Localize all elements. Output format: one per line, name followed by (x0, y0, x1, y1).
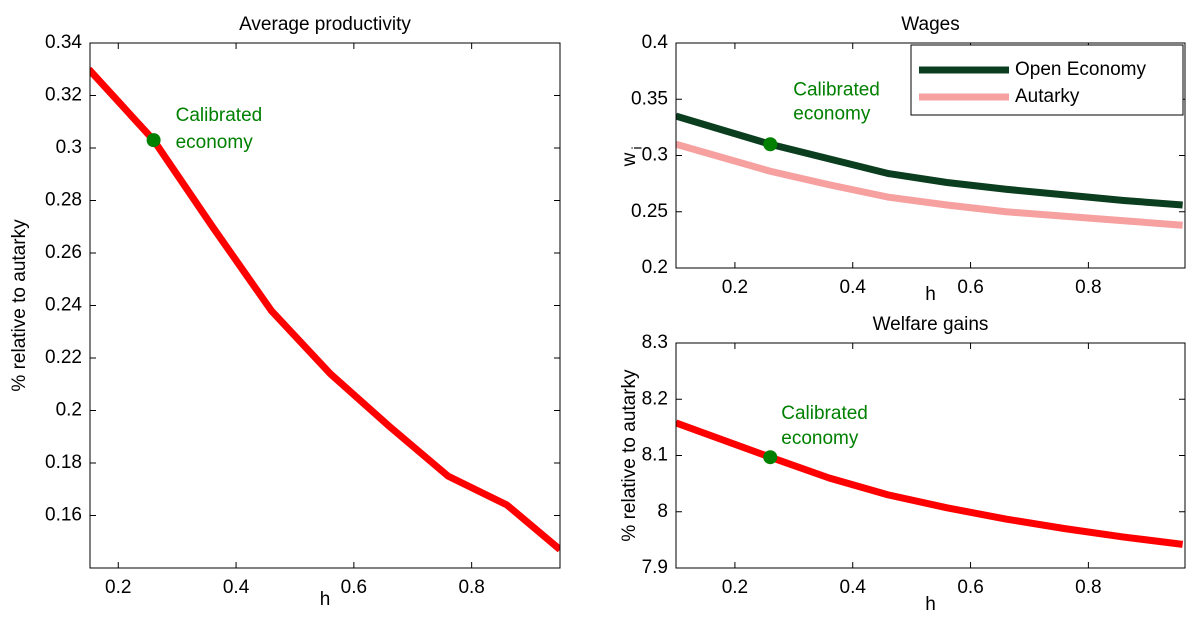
chart-title: Welfare gains (873, 314, 989, 335)
y-tick-label: 8.1 (642, 445, 668, 466)
y-tick-label: 0.3 (56, 137, 82, 158)
y-tick-label: 0.16 (45, 505, 82, 526)
x-tick-label: 0.2 (105, 577, 131, 598)
x-axis-label: h (320, 589, 331, 610)
y-tick-label: 0.32 (45, 85, 82, 106)
y-axis-label: wi (619, 146, 645, 167)
y-tick-label: 0.4 (642, 32, 669, 53)
highlight-point (763, 137, 778, 152)
x-tick-label: 0.8 (1075, 577, 1101, 598)
y-tick-label: 0.34 (45, 32, 82, 53)
highlight-point (146, 133, 161, 148)
x-axis-label: h (925, 284, 936, 305)
highlight-label: economy (176, 132, 254, 153)
chart-title: Average productivity (239, 14, 411, 35)
series-line (676, 112, 1183, 209)
y-tick-label: 0.2 (56, 400, 82, 421)
legend-label: Autarky (1015, 86, 1080, 107)
highlight-label: economy (781, 428, 859, 449)
x-tick-label: 0.8 (458, 577, 484, 598)
y-tick-label: 8.2 (642, 388, 668, 409)
legend-box (910, 44, 1184, 116)
x-tick-label: 0.4 (840, 577, 867, 598)
axes-frame (89, 42, 561, 569)
axes-frame (675, 42, 1186, 269)
x-axis-label: h (925, 594, 936, 615)
y-tick-label: 0.3 (642, 145, 668, 166)
y-tick-label: 0.2 (642, 257, 668, 278)
highlight-point (763, 450, 778, 465)
x-tick-label: 0.4 (840, 277, 867, 298)
y-tick-label: 8 (657, 501, 668, 522)
legend-label: Open Economy (1015, 59, 1146, 80)
y-tick-label: 0.28 (45, 190, 82, 211)
y-tick-label: 0.35 (631, 88, 668, 109)
series-line (676, 140, 1183, 229)
axes-background (90, 43, 560, 568)
chart-title: Wages (901, 14, 959, 35)
highlight-label: economy (793, 103, 871, 124)
axes-frame (675, 342, 1186, 569)
highlight-label: Calibrated (793, 79, 880, 100)
x-tick-label: 0.4 (223, 577, 250, 598)
y-axis-label: % relative to autarky (619, 369, 640, 542)
y-tick-label: 0.24 (45, 295, 82, 316)
y-axis-label: % relative to autarky (9, 219, 30, 392)
series-line (90, 66, 560, 553)
series-line (676, 419, 1184, 548)
x-tick-label: 0.6 (957, 577, 983, 598)
y-tick-label: 8.3 (642, 332, 668, 353)
x-tick-label: 0.6 (957, 277, 983, 298)
y-tick-label: 0.25 (631, 201, 668, 222)
highlight-label: Calibrated (176, 105, 263, 126)
y-tick-label: 0.22 (45, 347, 82, 368)
x-tick-label: 0.2 (722, 577, 748, 598)
x-tick-label: 0.2 (722, 277, 748, 298)
x-tick-label: 0.6 (341, 577, 367, 598)
highlight-label: Calibrated (781, 403, 868, 424)
y-axis-label-subscript: i (629, 146, 645, 149)
y-tick-label: 0.26 (45, 242, 82, 263)
y-tick-label: 7.9 (642, 557, 668, 578)
y-tick-label: 0.18 (45, 452, 82, 473)
y-axis-label-main: w (619, 152, 640, 167)
x-tick-label: 0.8 (1075, 277, 1101, 298)
